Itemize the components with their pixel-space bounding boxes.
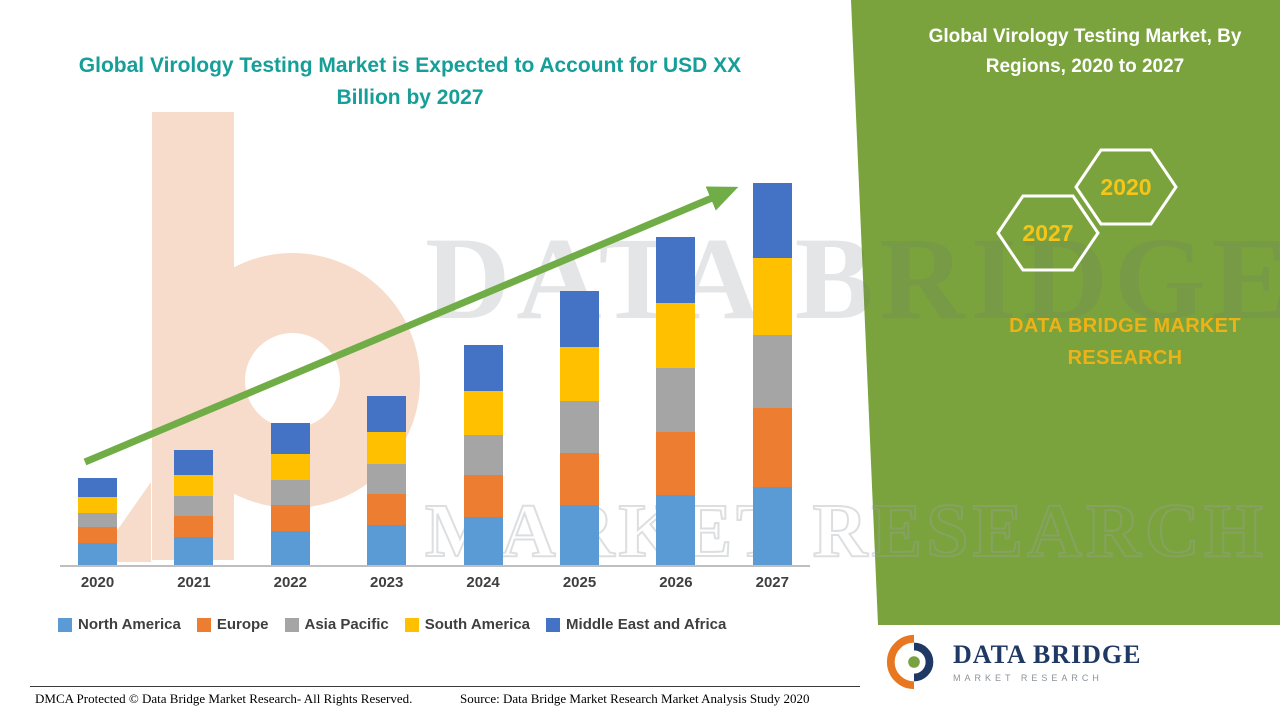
legend-swatch <box>196 617 211 632</box>
bar-segment <box>270 480 310 505</box>
x-axis-label: 2024 <box>466 574 500 591</box>
bar-segment <box>463 435 503 475</box>
bar-segment <box>367 494 407 525</box>
bar-segment <box>752 408 792 487</box>
hexagon-2020-label: 2020 <box>1100 174 1151 200</box>
hexagon-2020-icon <box>1074 148 1178 226</box>
bar-segment <box>174 475 214 496</box>
bar-segment <box>463 517 503 565</box>
bar-segment <box>78 497 117 513</box>
legend-label: South America <box>424 616 531 633</box>
legend-item: Asia Pacific <box>284 616 389 633</box>
bar-segment <box>270 423 310 454</box>
legend-item: South America <box>404 616 531 633</box>
bar-segment <box>656 368 696 432</box>
bar-segment <box>560 453 599 505</box>
bar-segment <box>367 464 407 494</box>
x-axis-labels: 2020 2021 2022 2023 2024 2025 2026 2027 <box>60 574 810 598</box>
legend-item: Middle East and Africa <box>546 616 726 633</box>
bars-layer <box>60 175 810 565</box>
bar-segment <box>174 537 214 565</box>
bar-segment <box>656 303 696 368</box>
footer-source-text: Source: Data Bridge Market Research Mark… <box>460 691 810 706</box>
legend-label: Asia Pacific <box>304 616 389 633</box>
chart-legend: North America Europe Asia Pacific South Ame… <box>58 616 848 633</box>
legend-swatch <box>404 617 419 632</box>
bar-segment <box>270 531 310 565</box>
logo-text-wrap: DATA BRIDGE MARKET RESEARCH <box>953 641 1141 683</box>
hexagon-2027-icon <box>996 194 1100 272</box>
logo-name: DATA BRIDGE <box>953 640 1142 670</box>
bar-segment <box>560 505 599 565</box>
side-panel-title: Global Virology Testing Market, By Regio… <box>928 26 1242 78</box>
year-hexagons: 2027 2020 <box>996 148 1178 272</box>
bar-segment <box>560 291 599 347</box>
bar-segment <box>656 432 696 495</box>
bar-segment <box>463 391 503 435</box>
legend-item: North America <box>58 616 181 633</box>
x-axis-label: 2025 <box>562 574 597 591</box>
bar-segment <box>656 237 696 303</box>
bar-segment <box>752 335 792 408</box>
bar-segment <box>752 183 792 258</box>
bar-segment <box>78 527 117 543</box>
x-axis-label: 2026 <box>659 574 693 591</box>
bar-segment <box>752 487 792 565</box>
x-axis-label: 2022 <box>273 574 307 591</box>
stacked-bar-chart <box>60 175 810 567</box>
legend-swatch <box>284 617 299 632</box>
databridge-logo: DATA BRIDGE MARKET RESEARCH <box>885 633 1141 691</box>
bar-segment <box>367 525 407 565</box>
brand-text: DATA BRIDGE MARKET RESEARCH <box>1009 315 1241 369</box>
bar-segment <box>367 432 407 464</box>
legend-swatch <box>58 617 72 632</box>
bar-segment <box>367 396 407 432</box>
bar-segment <box>174 516 214 537</box>
bar-segment <box>270 454 310 480</box>
hexagon-2027-label: 2027 <box>1022 220 1073 246</box>
bar-segment <box>463 475 503 517</box>
legend-label: Middle East and Africa <box>566 616 727 633</box>
chart-title: Global Virology Testing Market is Expect… <box>78 54 742 109</box>
bar-segment <box>560 347 599 401</box>
logo-tagline: MARKET RESEARCH <box>953 672 1103 683</box>
bar-segment <box>270 505 310 531</box>
bar-segment <box>174 450 214 475</box>
bar-segment <box>78 478 117 497</box>
x-axis-label: 2020 <box>80 574 115 591</box>
bar-segment <box>78 513 117 527</box>
bar-segment <box>752 258 792 335</box>
bar-segment <box>463 345 503 391</box>
databridge-logo-icon <box>887 634 934 690</box>
x-axis-label: 2027 <box>755 574 789 591</box>
x-axis-label: 2023 <box>370 574 404 591</box>
x-axis-label: 2021 <box>177 574 211 591</box>
footer-divider <box>30 686 860 687</box>
bar-segment <box>656 495 696 565</box>
legend-label: North America <box>78 616 181 633</box>
legend-item: Europe <box>196 616 269 633</box>
legend-label: Europe <box>216 616 269 633</box>
bar-segment <box>174 496 214 516</box>
legend-swatch <box>546 617 561 632</box>
footer-dmca-text: DMCA Protected © Data Bridge Market Rese… <box>35 691 413 706</box>
bar-segment <box>560 401 599 453</box>
bar-segment <box>78 543 117 565</box>
